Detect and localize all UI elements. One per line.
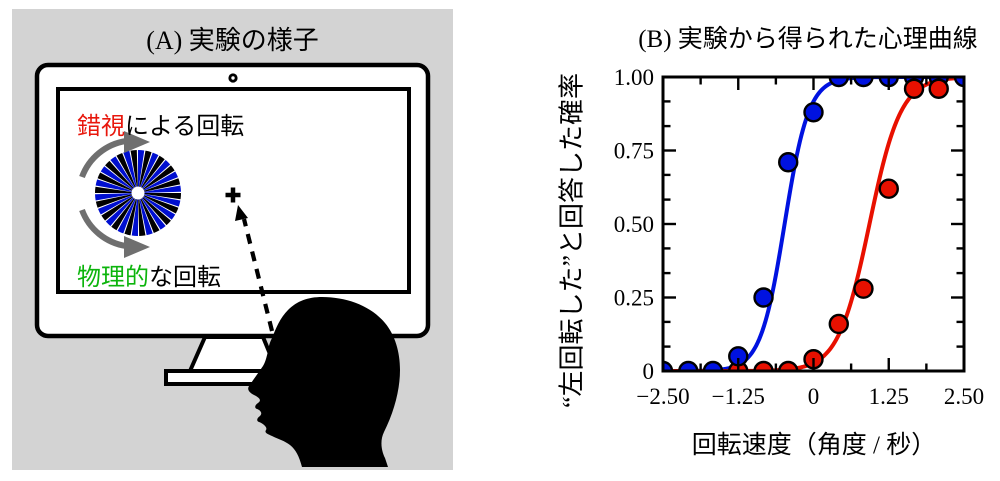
physical-label-highlight: 物理的 [77,265,149,291]
pinwheel-wedge [124,199,137,236]
y-tick-label: 0 [643,359,655,384]
pinwheel-wedge [123,150,137,187]
pinwheel-wedge [141,155,165,188]
pinwheel-wedge [141,197,166,230]
x-tick-label: 2.50 [944,384,984,409]
data-point [828,77,849,88]
pinwheel-wedge [111,198,135,231]
x-tick-label: −1.25 [712,384,765,409]
data-point [753,287,774,308]
pinwheel-wedge [142,165,175,190]
data-point [663,360,674,371]
gaze-arrow-icon [235,205,275,332]
data-point [753,360,774,371]
y-axis-label: “左回転した”と回答した確率 [557,72,587,409]
data-point [878,178,899,199]
data-point [803,102,824,123]
y-tick-label: 0.25 [614,286,654,311]
pinwheel-wedge [130,150,138,187]
pinwheel-wedge [142,160,171,189]
pinwheel-wedge [138,150,145,187]
x-tick-label: 1.25 [869,384,909,409]
illusion-label-highlight: 錯視 [77,114,125,140]
fixation-cross-icon [225,187,241,203]
pinwheel-wedge [116,153,136,188]
data-point [678,360,699,371]
data-point [928,78,949,99]
y-tick-label: 0.75 [614,139,654,164]
y-tick-label: 0.50 [614,212,654,237]
webcam-icon-center [231,76,235,80]
pinwheel-wedge [144,193,182,200]
data-point [828,313,849,335]
pinwheel-wedge [139,199,153,236]
tick-labels: 0 0.25 0.50 0.75 1.00 −2.50 −1.25 0 1.25 2.50 [614,65,984,409]
pinwheel-wedge [143,195,179,214]
pinwheel-wedge [95,193,132,201]
x-tick-label: 0 [808,384,820,409]
pinwheel-wedge [110,156,135,189]
pinwheel-wedge [100,166,133,190]
pinwheel-wedge [144,178,181,192]
pinwheel-wedge [105,160,134,189]
physical-rotation-arrow-icon [79,208,150,258]
data-point [778,152,799,173]
data-point [702,360,724,371]
plot-background [663,77,964,371]
head-silhouette [248,297,400,467]
panel-a-title: (A) 実験の様子 [146,26,319,55]
pinwheel-wedge [143,171,178,191]
plot-frame [661,75,966,373]
pinwheel-wedge [144,185,181,193]
pinwheel-wedge [117,198,136,234]
panel-a [12,9,453,470]
pinwheel-wedge [131,199,138,236]
pinwheel-wedge [98,195,133,215]
illusion-label-rest: による回転 [125,114,245,140]
physical-label-rest: な回転 [149,265,221,291]
panel-b-title: (B) 実験から得られた心理曲線 [638,26,978,53]
pinwheel-wedge [140,198,160,233]
pinwheel-wedge [97,172,133,191]
pinwheel-wedge [95,179,132,192]
data-point [853,278,874,299]
illusory-rotation-arrow-icon [79,131,150,179]
pinwheel-stimulus [95,150,182,236]
pinwheel-wedge [101,196,134,221]
pinwheel-wedge [144,194,181,207]
pinwheel-wedge [95,194,132,208]
illusion-label: 錯視による回転 [77,106,244,141]
pinwheel-wedge [140,152,159,188]
pinwheel-wedge [143,196,176,220]
pinwheel-wedge [142,197,171,226]
x-axis-label: 回転速度（角度 / 秒） [691,432,937,459]
pinwheel-wedge [139,150,152,187]
data-point [903,78,925,99]
pinwheel-wedge [95,186,132,193]
data-point [853,77,874,88]
pinwheel-wedge [138,199,146,236]
pinwheel-wedge [105,197,134,226]
x-tick-label: −2.50 [636,384,689,409]
physical-label: 物理的な回転 [77,257,221,292]
psychometric-chart: 0 0.25 0.50 0.75 1.00 −2.50 −1.25 0 1.25 2.50 [614,65,984,409]
data-point [778,360,799,371]
data-point [953,77,964,88]
y-tick-label: 1.00 [614,65,654,90]
